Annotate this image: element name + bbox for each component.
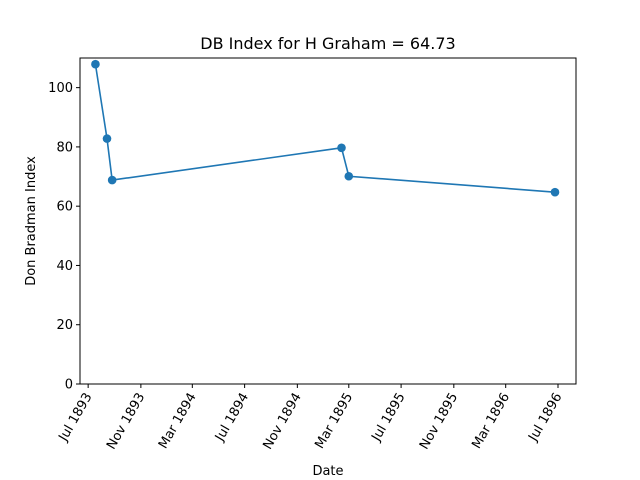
y-tick-label: 100 xyxy=(48,81,73,96)
y-tick-label: 40 xyxy=(56,259,73,274)
series-line xyxy=(94,64,556,193)
y-tick-label: 0 xyxy=(65,378,73,393)
y-tick-label: 80 xyxy=(56,140,73,155)
data-point xyxy=(107,175,117,185)
data-point xyxy=(344,171,354,181)
x-axis-label: Date xyxy=(312,464,343,479)
y-tick-label: 60 xyxy=(56,200,73,215)
data-point xyxy=(550,187,560,197)
y-tick-label: 20 xyxy=(56,318,73,333)
plot-area xyxy=(91,59,560,197)
plot-frame xyxy=(79,57,577,385)
data-point xyxy=(91,59,100,69)
data-point xyxy=(337,143,346,153)
chart-title: DB Index for H Graham = 64.73 xyxy=(200,34,455,53)
data-point xyxy=(102,134,112,143)
y-axis-label: Don Bradman Index xyxy=(24,156,39,286)
